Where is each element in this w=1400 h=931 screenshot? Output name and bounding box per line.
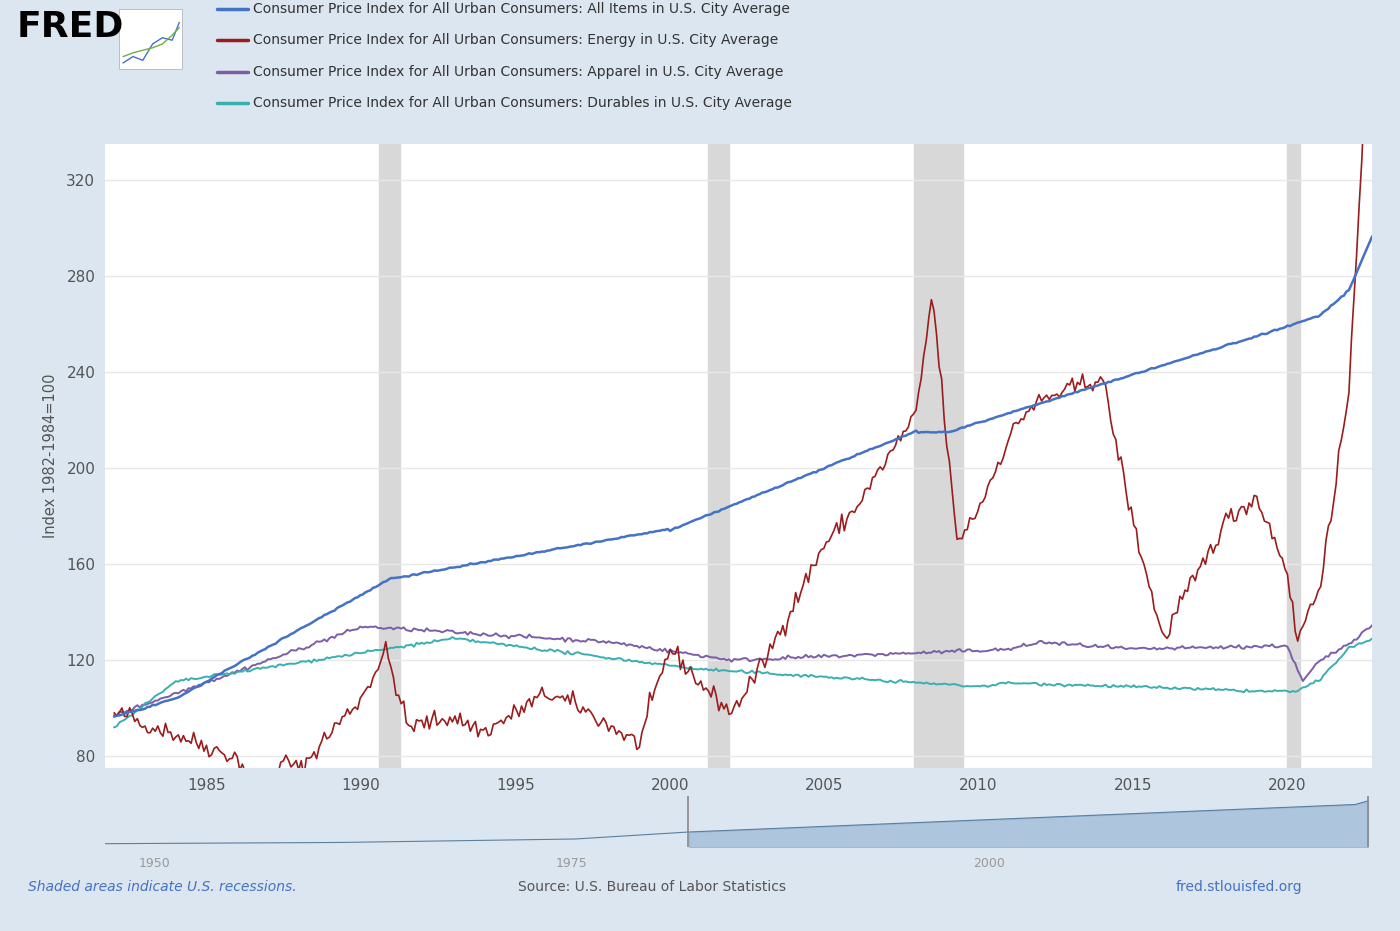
Bar <box>119 8 182 69</box>
Text: fred.stlouisfed.org: fred.stlouisfed.org <box>1176 880 1302 894</box>
Text: Shaded areas indicate U.S. recessions.: Shaded areas indicate U.S. recessions. <box>28 880 297 894</box>
Bar <box>1287 144 1301 768</box>
Text: Consumer Price Index for All Urban Consumers: Energy in U.S. City Average: Consumer Price Index for All Urban Consu… <box>253 34 778 47</box>
Bar <box>379 144 400 768</box>
Y-axis label: Index 1982-1984=100: Index 1982-1984=100 <box>43 374 57 538</box>
Text: Source: U.S. Bureau of Labor Statistics: Source: U.S. Bureau of Labor Statistics <box>518 880 785 894</box>
Bar <box>708 144 729 768</box>
Text: Consumer Price Index for All Urban Consumers: Apparel in U.S. City Average: Consumer Price Index for All Urban Consu… <box>253 64 784 78</box>
Text: Consumer Price Index for All Urban Consumers: Durables in U.S. City Average: Consumer Price Index for All Urban Consu… <box>253 96 792 110</box>
Text: Consumer Price Index for All Urban Consumers: All Items in U.S. City Average: Consumer Price Index for All Urban Consu… <box>253 2 790 16</box>
Bar <box>914 144 963 768</box>
Text: FRED: FRED <box>17 10 125 44</box>
